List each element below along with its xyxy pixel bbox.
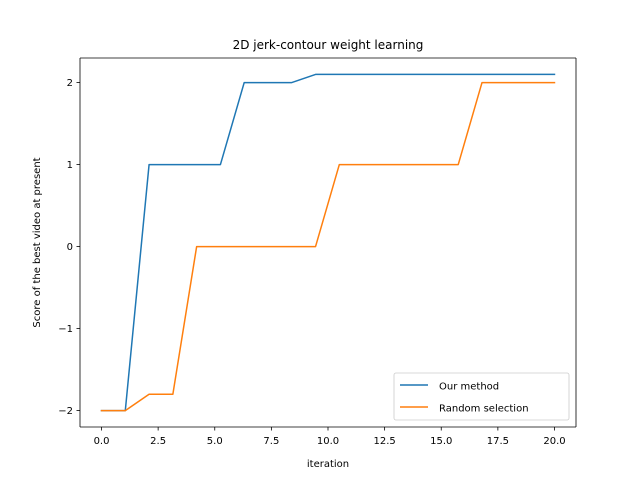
x-tick-label: 20.0 bbox=[543, 436, 565, 447]
x-tick-label: 12.5 bbox=[373, 436, 395, 447]
y-tick-label: 2 bbox=[67, 78, 73, 89]
series-layer bbox=[100, 73, 556, 412]
x-tick-label: 5.0 bbox=[207, 436, 223, 447]
x-tick-label: 15.0 bbox=[430, 436, 452, 447]
y-axis-ticks: −2 −1 0 1 2 bbox=[58, 78, 80, 417]
x-axis-label: iteration bbox=[307, 459, 349, 470]
y-tick-label: 0 bbox=[67, 242, 73, 253]
x-tick-label: 2.5 bbox=[150, 436, 166, 447]
legend: Our method Random selection bbox=[393, 372, 570, 421]
legend-box bbox=[393, 372, 570, 421]
legend-label-our-method: Our method bbox=[439, 382, 499, 393]
series-line-random-selection bbox=[100, 81, 556, 412]
x-tick-label: 17.5 bbox=[487, 436, 509, 447]
y-axis-label: Score of the best video at present bbox=[32, 157, 43, 327]
y-tick-label: −1 bbox=[58, 324, 73, 335]
x-axis-ticks: 0.0 2.5 5.0 7.5 10.0 12.5 15.0 17.5 20.0 bbox=[94, 427, 566, 447]
x-tick-label: 0.0 bbox=[94, 436, 110, 447]
y-tick-label: 1 bbox=[67, 160, 73, 171]
x-tick-label: 10.0 bbox=[317, 436, 339, 447]
plot-area bbox=[80, 58, 576, 427]
x-tick-label: 7.5 bbox=[263, 436, 279, 447]
legend-label-random-selection: Random selection bbox=[439, 404, 529, 415]
series-line-our-method bbox=[100, 73, 556, 412]
chart-title: 2D jerk-contour weight learning bbox=[233, 38, 424, 52]
y-tick-label: −2 bbox=[58, 406, 73, 417]
